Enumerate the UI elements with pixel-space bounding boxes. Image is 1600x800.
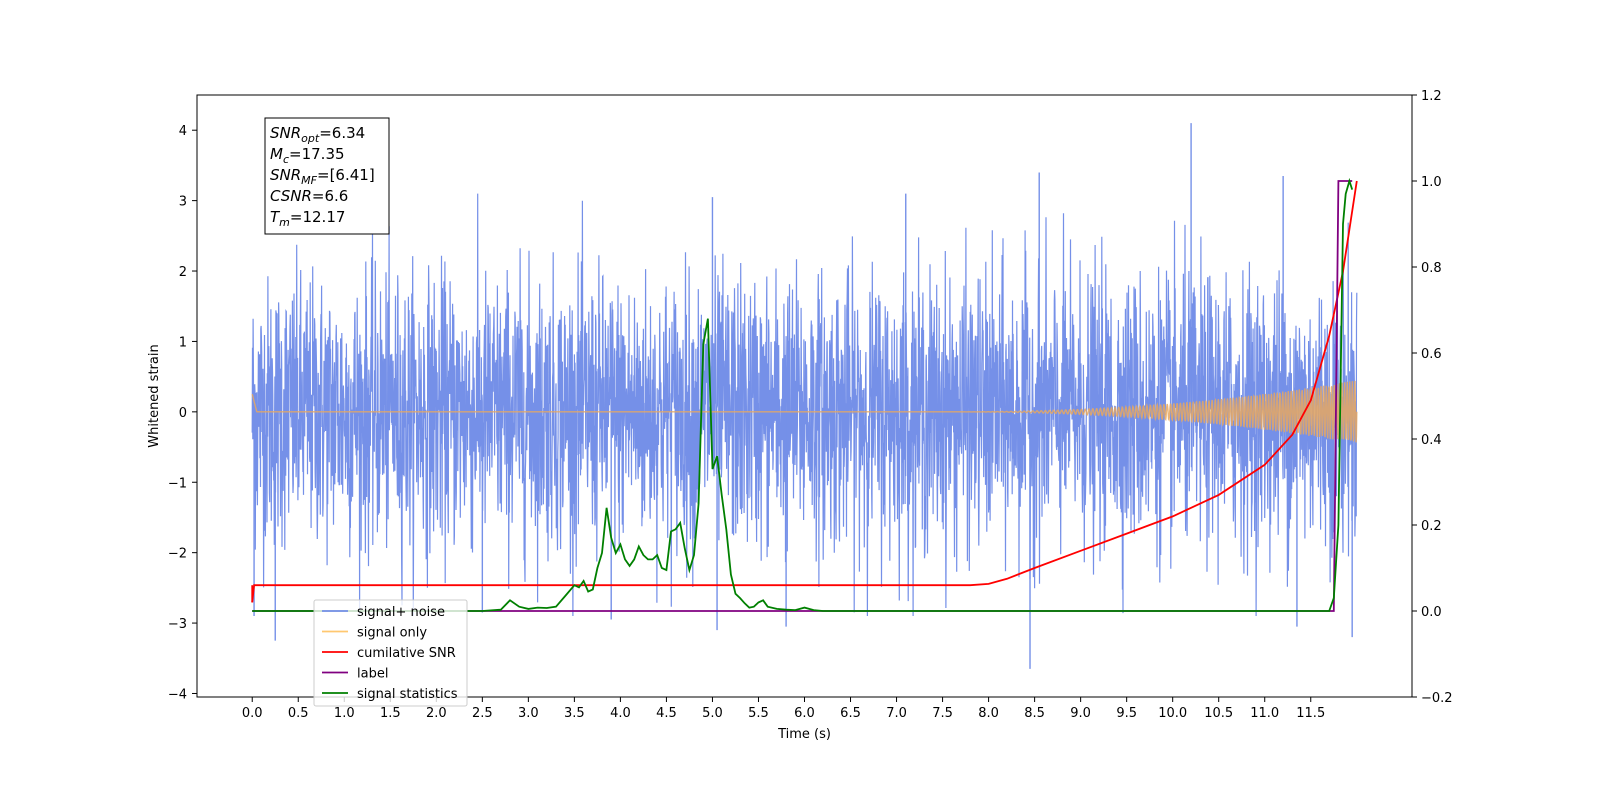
x-tick-label: 3.5 (564, 706, 585, 721)
x-tick-label: 7.0 (886, 706, 907, 721)
x-axis-label: Time (s) (777, 727, 831, 742)
x-tick-label: 2.5 (472, 706, 493, 721)
legend-entry-label: signal statistics (357, 687, 458, 702)
annotation-line: Tm=12.17 (270, 208, 345, 229)
series-signal-noise-line (251, 193, 1358, 617)
series-signal-only-line (251, 380, 1358, 443)
x-tick-label: 11.5 (1296, 706, 1325, 721)
annotation-line: SNRopt=6.34 (270, 124, 365, 145)
x-tick-label: 9.5 (1116, 706, 1137, 721)
y2-tick-label: −0.2 (1421, 691, 1453, 706)
annotation-box-frame (264, 117, 390, 235)
y2-tick-label: 1.0 (1421, 175, 1442, 190)
legend-entry-label: signal only (357, 626, 427, 641)
x-tick-label: 4.5 (656, 706, 677, 721)
annotation-line: CSNR=6.6 (270, 187, 348, 205)
y2-tick-label: 0.8 (1421, 261, 1442, 276)
x-tick-label: 6.0 (794, 706, 815, 721)
x-tick-label: 5.5 (748, 706, 769, 721)
x-tick-label: 3.0 (518, 706, 539, 721)
x-tick-label: 0.5 (288, 706, 309, 721)
y-tick-label: 1 (179, 335, 187, 350)
y-tick-label: −2 (168, 547, 187, 562)
x-tick-label: 8.0 (978, 706, 999, 721)
series-signal-statistics-line (252, 177, 1354, 612)
y-tick-label: −3 (168, 617, 187, 632)
y-axis-ticks: 4 3 2 1 0 −1 −2 −3 −4 (168, 124, 197, 702)
y2-tick-label: 0.2 (1421, 519, 1442, 534)
x-tick-label: 10.0 (1158, 706, 1187, 721)
x-tick-label: 2.0 (426, 706, 447, 721)
y-tick-label: 3 (179, 195, 187, 210)
legend: signal+ noise signal only cumilative SNR la… (313, 599, 468, 707)
annotation-line: SNRMF=[6.41] (270, 166, 375, 187)
series-cumulative-snr-line (251, 180, 1358, 603)
annotation-line: Mc=17.35 (270, 145, 345, 166)
x-tick-label: 4.0 (610, 706, 631, 721)
x-tick-label: 11.0 (1250, 706, 1279, 721)
y-tick-label: 2 (179, 265, 187, 280)
x-tick-label: 9.0 (1070, 706, 1091, 721)
y2-tick-label: 0.0 (1421, 605, 1442, 620)
y2-tick-label: 0.6 (1421, 347, 1442, 362)
y-tick-label: −4 (168, 687, 187, 702)
x-tick-label: 6.5 (840, 706, 861, 721)
y2-axis-ticks: 1.2 1.0 0.8 0.6 0.4 0.2 0.0 −0.2 (1412, 89, 1453, 706)
legend-entry-label: signal+ noise (357, 605, 445, 620)
x-tick-label: 10.5 (1204, 706, 1233, 721)
y2-tick-label: 0.4 (1421, 433, 1442, 448)
y-tick-label: 4 (179, 124, 187, 139)
legend-entry-label: cumilative SNR (357, 646, 456, 661)
y-tick-label: 0 (179, 406, 187, 421)
x-axis-ticks: 0.0 0.5 1.0 1.5 2.0 2.5 3.0 3.5 4.0 4.5 5.0 5.5 6.0 6… (242, 697, 1325, 721)
y2-tick-label: 1.2 (1421, 89, 1442, 104)
y-axis-label: Whitened strain (147, 344, 162, 447)
x-tick-label: 5.0 (702, 706, 723, 721)
legend-frame (313, 599, 468, 707)
x-tick-label: 0.0 (242, 706, 263, 721)
x-tick-label: 1.0 (334, 706, 355, 721)
y-tick-label: −1 (168, 476, 187, 491)
legend-entry-label: label (357, 667, 388, 682)
series-label-line (252, 180, 1353, 612)
x-tick-label: 1.5 (380, 706, 401, 721)
x-tick-label: 8.5 (1024, 706, 1045, 721)
x-tick-label: 7.5 (932, 706, 953, 721)
